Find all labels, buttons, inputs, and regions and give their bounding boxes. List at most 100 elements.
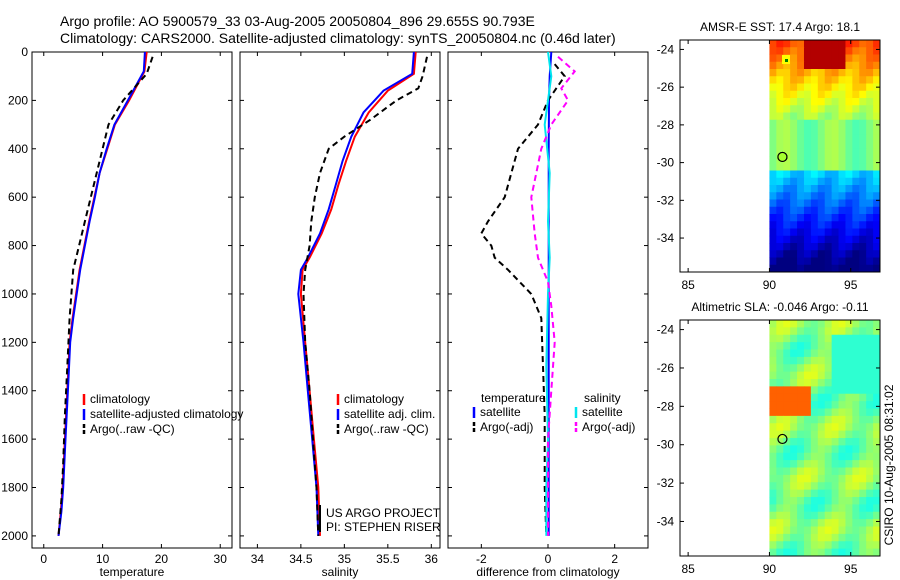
map-cell [866, 214, 874, 222]
map-cell [817, 533, 826, 542]
map-cell [831, 83, 840, 92]
map-cell [790, 119, 798, 128]
map-cell [797, 445, 805, 454]
map-cell [803, 320, 812, 328]
map-cell [859, 356, 867, 365]
map-cell [810, 423, 819, 432]
map-cell [838, 264, 846, 273]
map-cell [852, 105, 860, 113]
map-cell [803, 228, 812, 237]
map-cell [845, 526, 853, 535]
map-cell [790, 482, 798, 491]
map-cell [859, 134, 867, 142]
map-cell [838, 408, 846, 417]
map-cell [817, 364, 826, 373]
map-cell [783, 489, 791, 498]
map-cell [776, 250, 784, 258]
map-cell [817, 511, 826, 520]
map-cell [859, 54, 867, 63]
map-cell [797, 40, 805, 48]
map-cell [769, 185, 777, 193]
map-cell [783, 445, 791, 454]
map-cell [873, 185, 881, 193]
map-cell [873, 98, 881, 106]
map-cell [776, 497, 784, 505]
map-cell [776, 112, 784, 121]
map-cell [845, 445, 853, 454]
map-cell [817, 504, 826, 513]
map-cell [810, 401, 819, 410]
map-cell [866, 393, 874, 402]
map-cell [769, 156, 777, 164]
map-cell [810, 235, 819, 244]
map-cell [810, 504, 819, 513]
map-cell [810, 342, 819, 351]
ytick-label: 200 [8, 93, 28, 107]
map-cell [783, 170, 791, 179]
map-cell [776, 334, 784, 343]
map-cell [790, 533, 798, 542]
map-cell [817, 141, 826, 150]
map-cell [866, 257, 874, 266]
map-cell [803, 177, 812, 186]
map-cell [790, 408, 798, 417]
map-cell [817, 185, 826, 193]
map-cell [838, 320, 846, 328]
map-cell [783, 40, 791, 48]
map-cell [817, 156, 826, 164]
map-ytick-label: -34 [657, 514, 675, 528]
map-cell [769, 519, 777, 528]
map-cell [852, 69, 860, 77]
map-cell [859, 467, 867, 476]
map-cell [852, 497, 860, 505]
map-cell [824, 119, 833, 128]
map-cell [866, 526, 874, 535]
map-xtick-label: 90 [763, 278, 777, 292]
map-cell [852, 90, 860, 99]
map-cell [790, 423, 798, 432]
map-cell [769, 83, 777, 92]
map-cell [817, 127, 826, 135]
map-cell [838, 98, 846, 106]
map-cell [873, 430, 881, 439]
map-cell [803, 185, 812, 193]
map-cell [859, 61, 867, 70]
map-cell [845, 364, 853, 373]
map-cell [831, 379, 840, 387]
map-cell [776, 452, 784, 461]
map-cell [838, 526, 846, 535]
map-cell [831, 349, 840, 358]
map-cell [776, 467, 784, 476]
map-cell [810, 445, 819, 454]
map-cell [838, 415, 846, 424]
map-cell [859, 349, 867, 358]
map-cell [797, 76, 805, 84]
map-cell [852, 526, 860, 535]
series-line-argo-raw-qc- [302, 56, 428, 536]
map-cell [838, 386, 846, 395]
map-cell [797, 408, 805, 417]
map-cell [838, 511, 846, 520]
map-cell [831, 386, 840, 395]
map-cell [845, 40, 853, 48]
map-cell [852, 192, 860, 200]
map-cell [873, 474, 881, 483]
map-cell [776, 134, 784, 142]
map-cell [873, 69, 881, 77]
map-cell [831, 214, 840, 222]
map-cell [803, 105, 812, 113]
map-cell [810, 54, 819, 63]
map-cell [824, 221, 833, 229]
map-cell [831, 119, 840, 128]
map-frame [679, 39, 881, 273]
map-cell [845, 401, 853, 410]
map-cell [790, 243, 798, 251]
map-cell [845, 334, 853, 343]
map-cell [838, 430, 846, 439]
map-cell [776, 221, 784, 229]
map-cell [838, 423, 846, 432]
map-cell [783, 134, 791, 142]
map-cell [866, 199, 874, 208]
ytick-label: 0 [21, 45, 28, 59]
